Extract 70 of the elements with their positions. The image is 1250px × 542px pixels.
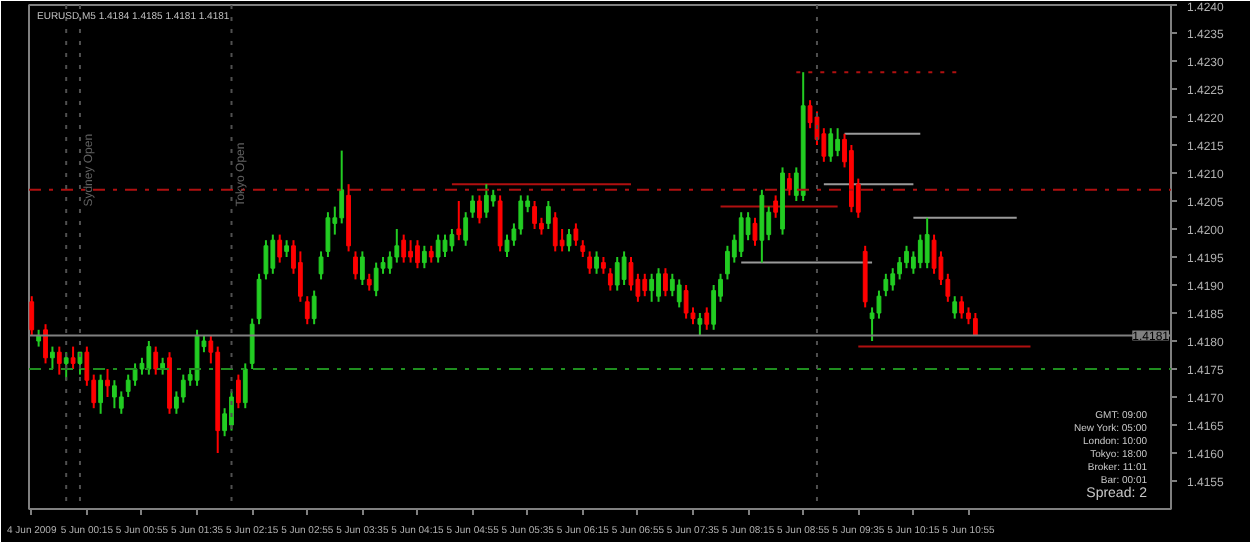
candlestick bbox=[421, 244, 427, 270]
candlestick bbox=[112, 379, 117, 410]
candlestick bbox=[194, 328, 200, 387]
candlestick bbox=[835, 127, 841, 158]
candlestick bbox=[449, 228, 455, 253]
candlestick bbox=[738, 211, 744, 258]
candlestick bbox=[401, 233, 407, 264]
candlestick bbox=[29, 295, 35, 337]
candlestick bbox=[773, 194, 779, 219]
candlestick bbox=[545, 200, 551, 230]
candlestick bbox=[683, 284, 689, 320]
candlestick bbox=[704, 306, 710, 331]
candlestick bbox=[828, 127, 834, 163]
candlestick bbox=[270, 233, 276, 275]
candlestick bbox=[415, 239, 420, 270]
candlestick bbox=[98, 373, 104, 415]
candlestick bbox=[263, 239, 269, 281]
candlestick bbox=[373, 261, 379, 298]
candlestick bbox=[663, 267, 668, 298]
candlestick bbox=[594, 250, 599, 275]
candlestick bbox=[153, 345, 159, 376]
candlestick bbox=[711, 284, 717, 331]
candlestick bbox=[787, 172, 792, 197]
candlestick bbox=[587, 250, 593, 275]
candlestick bbox=[50, 345, 55, 370]
candlestick bbox=[614, 256, 620, 292]
candlestick bbox=[132, 362, 138, 387]
candlestick bbox=[890, 267, 896, 292]
candlestick bbox=[456, 200, 462, 242]
candlestick bbox=[353, 250, 358, 281]
candlestick bbox=[359, 250, 365, 286]
candlestick bbox=[118, 390, 124, 415]
candlestick bbox=[105, 368, 110, 398]
candlestick bbox=[532, 200, 537, 230]
candlestick bbox=[256, 272, 262, 326]
candlestick bbox=[180, 373, 186, 404]
candlestick bbox=[656, 267, 661, 303]
candlestick bbox=[146, 340, 152, 376]
candlestick bbox=[959, 295, 964, 320]
candlestick bbox=[277, 233, 283, 264]
candlestick bbox=[649, 272, 655, 303]
candlestick bbox=[759, 188, 765, 264]
candlestick bbox=[752, 216, 758, 247]
candlestick bbox=[387, 250, 393, 275]
candlestick bbox=[70, 345, 76, 370]
candlestick bbox=[697, 312, 703, 337]
candlestick bbox=[607, 267, 613, 292]
candlestick bbox=[552, 211, 558, 253]
candlestick bbox=[573, 222, 579, 247]
candlestick bbox=[676, 278, 682, 309]
candlestick bbox=[621, 250, 627, 286]
candlestick bbox=[249, 317, 255, 370]
candlestick bbox=[642, 272, 648, 298]
candlestick bbox=[408, 239, 413, 264]
candlestick bbox=[56, 345, 62, 376]
candlestick bbox=[497, 194, 503, 253]
candlestick bbox=[566, 228, 572, 253]
candlestick bbox=[883, 272, 889, 298]
candlestick bbox=[917, 233, 923, 270]
candlestick bbox=[924, 216, 930, 270]
candlestick bbox=[43, 323, 48, 365]
candlestick bbox=[442, 233, 448, 258]
candlestick bbox=[435, 233, 441, 264]
candlestick bbox=[63, 351, 69, 382]
candlestick bbox=[236, 373, 241, 410]
candlestick bbox=[952, 295, 958, 320]
candlestick bbox=[242, 362, 248, 410]
candlestick bbox=[477, 194, 482, 225]
candlestick bbox=[483, 183, 489, 219]
candlestick bbox=[311, 289, 317, 326]
